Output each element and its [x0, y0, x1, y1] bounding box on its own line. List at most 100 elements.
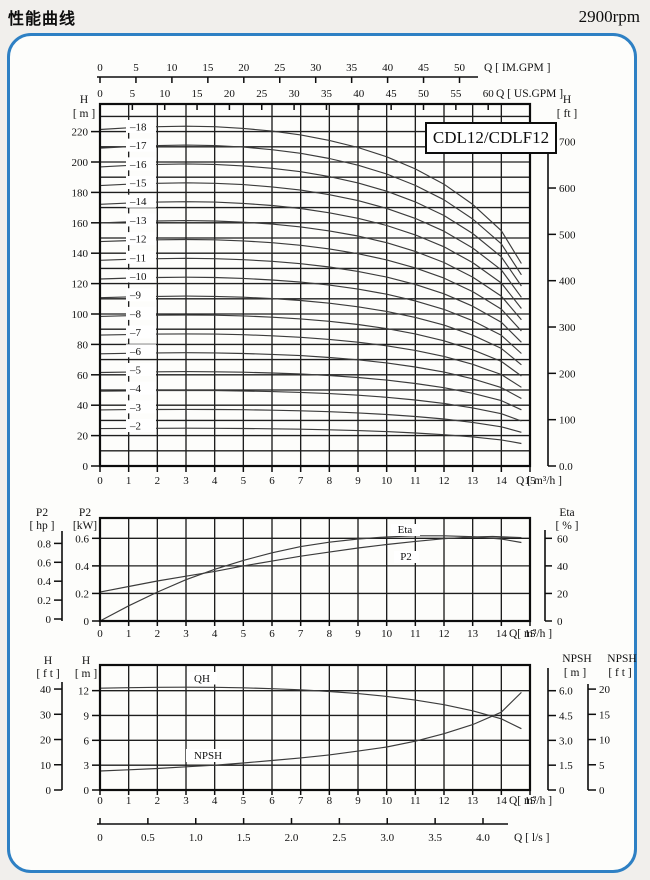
stage-label: –4 [129, 383, 142, 395]
q-m3h-tick-label: 4 [212, 628, 218, 640]
q-m3h-tick-label: 5 [241, 475, 247, 487]
curve-stage-12 [99, 238, 522, 332]
curve-stage-3 [99, 408, 522, 433]
h-m-tick-label: 40 [77, 400, 89, 412]
label-mask [394, 551, 419, 563]
q-imgpm-tick-label: 5 [133, 62, 139, 74]
curve-stage-9 [99, 295, 522, 366]
h-m-axis-title: H [82, 655, 90, 667]
h-m-tick-label: 140 [72, 248, 89, 260]
q-m3h-tick-label: 12 [439, 628, 450, 640]
q-m3h-tick-label: 10 [381, 475, 393, 487]
h-ft-tick-label: 700 [559, 137, 576, 149]
stage-label: –7 [129, 327, 142, 339]
curve-stage-2 [99, 427, 522, 445]
stage-label: –10 [129, 271, 147, 283]
p2-curve-label: P2 [400, 551, 412, 563]
q-ls-tick-label: 0.5 [141, 832, 155, 844]
stage-label: –6 [129, 346, 142, 358]
h-ft-axis-title: H [44, 655, 52, 667]
h-ft-tick-label: 20 [40, 735, 52, 747]
curve-stage-11 [99, 257, 522, 343]
h-m-tick-label: 80 [77, 339, 89, 351]
q-m3h-tick-label: 14 [496, 795, 508, 807]
npsh-m-tick-label: 6.0 [559, 686, 573, 698]
page-title: 性能曲线 [8, 11, 77, 28]
q-m3h-tick-label: 12 [439, 795, 450, 807]
model-label-box: CDL12/CDLF12 [425, 122, 557, 154]
npsh-ft-axis-unit: [ f t ] [608, 667, 631, 679]
stage-label: –2 [129, 421, 141, 433]
q-m3h-tick-label: 13 [467, 795, 479, 807]
q-usgpm-tick-label: 50 [418, 88, 430, 100]
p2-kw-axis-unit: [kW] [73, 520, 97, 532]
eta-axis-title: Eta [559, 507, 574, 519]
npsh-m-axis-unit: [ m ] [564, 667, 586, 679]
curve-stage-18 [99, 125, 522, 264]
p2-hp-axis-title: P2 [36, 507, 48, 519]
q-usgpm-tick-label: 35 [321, 88, 333, 100]
h-m-tick-label: 0 [84, 785, 90, 797]
q-imgpm-tick-label: 20 [238, 62, 250, 74]
curve-stage-13 [99, 220, 522, 321]
q-imgpm-tick-label: 50 [454, 62, 466, 74]
curve-stage-4 [99, 389, 522, 422]
h-m-axis-unit: [ m ] [75, 668, 97, 680]
curve-stage-10 [99, 276, 522, 354]
q-m3h-tick-label: 3 [183, 795, 189, 807]
q-usgpm-tick-label: 15 [192, 88, 204, 100]
npsh-m-axis-title: NPSH [562, 653, 591, 665]
stage-label: –13 [129, 215, 147, 227]
q-m3h-tick-label: 7 [298, 628, 304, 640]
q-imgpm-tick-label: 15 [202, 62, 214, 74]
q-imgpm-tick-label: 40 [382, 62, 394, 74]
eta-axis-unit: [ % ] [556, 520, 579, 532]
q-m3h-tick-label: 6 [269, 628, 275, 640]
q-m3h-axis-label: Q[ m³/h ] [509, 628, 552, 640]
h-ft-tick-label: 10 [40, 760, 52, 772]
npsh-ft-tick-label: 10 [599, 735, 611, 747]
h-m-tick-label: 0 [83, 461, 89, 473]
q-m3h-tick-label: 12 [439, 475, 450, 487]
npsh-m-tick-label: 4.5 [559, 711, 573, 723]
label-mask [126, 362, 156, 376]
eta-curve [99, 535, 522, 622]
q-usgpm-tick-label: 60 [483, 88, 495, 100]
h-m-tick-label: 3 [84, 760, 90, 772]
h-ft-tick-label: 600 [559, 183, 576, 195]
q-m3h-tick-label: 3 [183, 628, 189, 640]
q-usgpm-tick-label: 55 [450, 88, 462, 100]
h-ft-tick-label: 200 [559, 368, 576, 380]
q-m3h-tick-label: 13 [467, 628, 479, 640]
q-m3h-tick-label: 1 [126, 628, 132, 640]
h-ft-tick-label: 500 [559, 229, 576, 241]
q-m3h-tick-label: 8 [327, 628, 333, 640]
q-ls-axis-label: Q [ l/s ] [514, 832, 549, 844]
q-m3h-tick-label: 11 [410, 795, 421, 807]
q-m3h-tick-label: 15 [525, 628, 537, 640]
npsh-ft-tick-label: 0 [599, 785, 605, 797]
npsh-m-tick-label: 1.5 [559, 760, 573, 772]
q-imgpm-tick-label: 35 [346, 62, 358, 74]
curve-stage-15 [99, 182, 522, 298]
stage-label: –5 [129, 364, 142, 376]
q-m3h-tick-label: 2 [155, 475, 161, 487]
label-mask [126, 419, 156, 433]
label-mask [126, 344, 156, 358]
npsh-ft-tick-label: 15 [599, 709, 611, 721]
p2-curve [99, 535, 522, 593]
q-m3h-tick-label: 1 [126, 475, 132, 487]
q-m3h-tick-label: 7 [298, 795, 304, 807]
stage-label: –9 [129, 290, 142, 302]
h-m-tick-label: 220 [72, 127, 89, 139]
q-imgpm-axis-label: Q [ IM.GPM ] [484, 62, 550, 74]
label-mask [187, 672, 217, 685]
h-m-axis-unit: [ m ] [73, 108, 95, 120]
eta-curve-label: Eta [398, 524, 413, 536]
h-ft-axis-unit: [ ft ] [557, 108, 577, 120]
q-usgpm-tick-label: 0 [97, 88, 103, 100]
curve-stage-17 [99, 144, 522, 276]
q-m3h-tick-label: 0 [97, 628, 103, 640]
q-imgpm-tick-label: 10 [166, 62, 178, 74]
p2-hp-axis-unit: [ hp ] [30, 520, 55, 532]
